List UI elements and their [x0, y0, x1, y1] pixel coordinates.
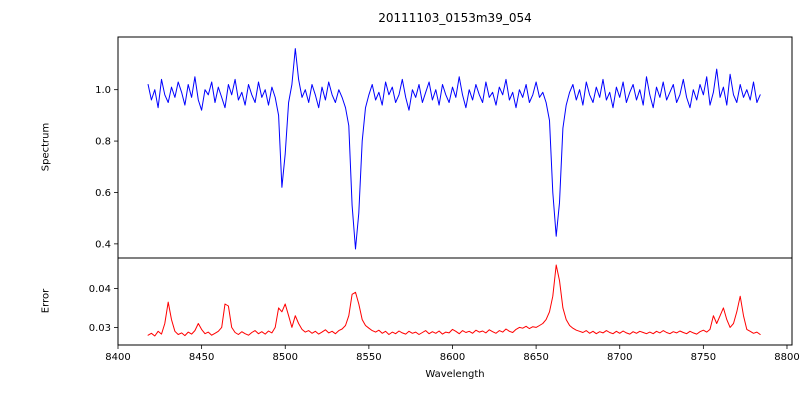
x-tick-label: 8700	[607, 352, 632, 363]
x-axis-label: Wavelength	[425, 369, 485, 380]
x-tick-label: 8500	[273, 352, 298, 363]
x-tick-label: 8550	[356, 352, 381, 363]
error-line	[147, 264, 761, 337]
x-tick-label: 8600	[440, 352, 465, 363]
x-tick-label: 8800	[774, 352, 799, 363]
y-tick-label: 0.6	[95, 188, 111, 199]
y-tick-label: 0.03	[89, 323, 111, 334]
y-axis-label-spectrum: Spectrum	[40, 122, 52, 172]
plot-title: 20111103_0153m39_054	[378, 11, 532, 25]
x-tick-label: 8750	[691, 352, 716, 363]
y-tick-label: 0.8	[95, 137, 111, 148]
spectrum-axes-frame	[117, 36, 793, 259]
x-tick-label: 8650	[523, 352, 548, 363]
error-axes-frame	[117, 257, 793, 346]
y-axis-label-error: Error	[40, 288, 52, 314]
y-tick-label: 0.4	[95, 239, 111, 250]
axis-ticks: 0.4 0.6 0.8 1.0 0.03 0.04 8400 8450 8500 8550 8600…	[89, 85, 800, 363]
x-tick-label: 8450	[189, 352, 214, 363]
x-tick-label: 8400	[105, 352, 130, 363]
spectrum-line	[147, 48, 761, 250]
y-tick-label: 0.04	[89, 284, 111, 295]
y-tick-label: 1.0	[95, 85, 111, 96]
